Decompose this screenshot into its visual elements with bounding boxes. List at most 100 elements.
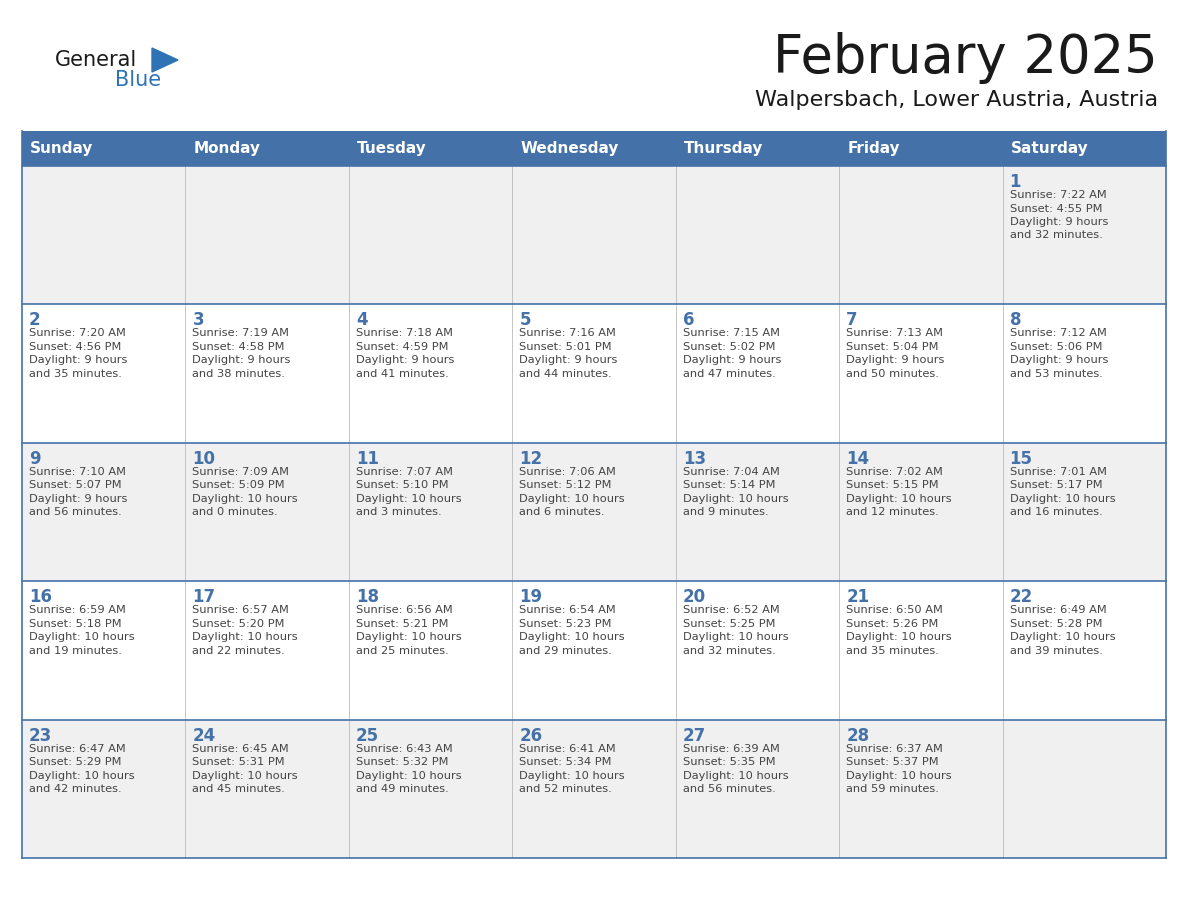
Text: Daylight: 9 hours: Daylight: 9 hours bbox=[519, 355, 618, 365]
Text: and 38 minutes.: and 38 minutes. bbox=[192, 369, 285, 379]
Text: and 39 minutes.: and 39 minutes. bbox=[1010, 645, 1102, 655]
Text: Sunset: 5:20 PM: Sunset: 5:20 PM bbox=[192, 619, 285, 629]
Bar bbox=[23, 442, 1165, 581]
Text: and 49 minutes.: and 49 minutes. bbox=[356, 784, 449, 794]
Text: Sunset: 5:26 PM: Sunset: 5:26 PM bbox=[846, 619, 939, 629]
Text: and 35 minutes.: and 35 minutes. bbox=[29, 369, 122, 379]
Text: and 25 minutes.: and 25 minutes. bbox=[356, 645, 449, 655]
Text: Sunrise: 6:39 AM: Sunrise: 6:39 AM bbox=[683, 744, 779, 754]
Text: Sunrise: 7:22 AM: Sunrise: 7:22 AM bbox=[1010, 190, 1106, 200]
Text: and 56 minutes.: and 56 minutes. bbox=[29, 508, 121, 518]
Text: Daylight: 10 hours: Daylight: 10 hours bbox=[192, 494, 298, 504]
Text: Sunrise: 6:50 AM: Sunrise: 6:50 AM bbox=[846, 605, 943, 615]
Text: Sunrise: 6:49 AM: Sunrise: 6:49 AM bbox=[1010, 605, 1106, 615]
Text: Sunrise: 7:18 AM: Sunrise: 7:18 AM bbox=[356, 329, 453, 339]
Text: Sunset: 5:14 PM: Sunset: 5:14 PM bbox=[683, 480, 776, 490]
Text: Sunrise: 6:41 AM: Sunrise: 6:41 AM bbox=[519, 744, 617, 754]
Text: 4: 4 bbox=[356, 311, 367, 330]
Text: Daylight: 10 hours: Daylight: 10 hours bbox=[1010, 494, 1116, 504]
Text: Daylight: 10 hours: Daylight: 10 hours bbox=[846, 770, 952, 780]
Text: and 44 minutes.: and 44 minutes. bbox=[519, 369, 612, 379]
Text: Sunrise: 7:20 AM: Sunrise: 7:20 AM bbox=[29, 329, 126, 339]
Text: Daylight: 10 hours: Daylight: 10 hours bbox=[519, 770, 625, 780]
Text: Daylight: 10 hours: Daylight: 10 hours bbox=[683, 770, 789, 780]
Text: 9: 9 bbox=[29, 450, 40, 468]
Text: Sunset: 4:55 PM: Sunset: 4:55 PM bbox=[1010, 204, 1102, 214]
Text: Daylight: 9 hours: Daylight: 9 hours bbox=[29, 494, 127, 504]
Text: and 47 minutes.: and 47 minutes. bbox=[683, 369, 776, 379]
Text: 21: 21 bbox=[846, 588, 870, 606]
Text: 7: 7 bbox=[846, 311, 858, 330]
Text: 17: 17 bbox=[192, 588, 215, 606]
Text: Sunrise: 6:45 AM: Sunrise: 6:45 AM bbox=[192, 744, 289, 754]
Text: Sunset: 5:31 PM: Sunset: 5:31 PM bbox=[192, 757, 285, 767]
Text: and 32 minutes.: and 32 minutes. bbox=[683, 645, 776, 655]
Text: Sunrise: 6:43 AM: Sunrise: 6:43 AM bbox=[356, 744, 453, 754]
Text: 20: 20 bbox=[683, 588, 706, 606]
Text: Sunrise: 6:57 AM: Sunrise: 6:57 AM bbox=[192, 605, 290, 615]
Text: Sunset: 5:32 PM: Sunset: 5:32 PM bbox=[356, 757, 448, 767]
Text: Sunset: 5:35 PM: Sunset: 5:35 PM bbox=[683, 757, 776, 767]
Text: 8: 8 bbox=[1010, 311, 1020, 330]
Text: and 16 minutes.: and 16 minutes. bbox=[1010, 508, 1102, 518]
Text: Sunrise: 7:13 AM: Sunrise: 7:13 AM bbox=[846, 329, 943, 339]
Text: Sunset: 4:56 PM: Sunset: 4:56 PM bbox=[29, 341, 121, 352]
Text: Sunday: Sunday bbox=[30, 141, 94, 156]
Text: 19: 19 bbox=[519, 588, 543, 606]
Text: Sunset: 5:18 PM: Sunset: 5:18 PM bbox=[29, 619, 121, 629]
Text: Daylight: 9 hours: Daylight: 9 hours bbox=[846, 355, 944, 365]
Text: Sunrise: 7:06 AM: Sunrise: 7:06 AM bbox=[519, 466, 617, 476]
Text: Sunrise: 7:10 AM: Sunrise: 7:10 AM bbox=[29, 466, 126, 476]
Polygon shape bbox=[152, 48, 178, 72]
Text: Sunrise: 6:54 AM: Sunrise: 6:54 AM bbox=[519, 605, 617, 615]
Text: 6: 6 bbox=[683, 311, 694, 330]
Text: Sunrise: 7:01 AM: Sunrise: 7:01 AM bbox=[1010, 466, 1106, 476]
Text: Sunset: 5:10 PM: Sunset: 5:10 PM bbox=[356, 480, 449, 490]
Text: Monday: Monday bbox=[194, 141, 260, 156]
Bar bbox=[23, 131, 1165, 166]
Text: Sunset: 5:04 PM: Sunset: 5:04 PM bbox=[846, 341, 939, 352]
Text: and 3 minutes.: and 3 minutes. bbox=[356, 508, 442, 518]
Text: Daylight: 10 hours: Daylight: 10 hours bbox=[356, 494, 461, 504]
Text: Blue: Blue bbox=[115, 70, 162, 90]
Text: and 52 minutes.: and 52 minutes. bbox=[519, 784, 612, 794]
Text: Sunrise: 6:47 AM: Sunrise: 6:47 AM bbox=[29, 744, 126, 754]
Text: 3: 3 bbox=[192, 311, 204, 330]
Text: Daylight: 10 hours: Daylight: 10 hours bbox=[29, 770, 134, 780]
Text: and 42 minutes.: and 42 minutes. bbox=[29, 784, 121, 794]
Text: 10: 10 bbox=[192, 450, 215, 468]
Text: Sunset: 4:58 PM: Sunset: 4:58 PM bbox=[192, 341, 285, 352]
Text: Daylight: 10 hours: Daylight: 10 hours bbox=[519, 494, 625, 504]
Text: 28: 28 bbox=[846, 727, 870, 744]
Text: Daylight: 10 hours: Daylight: 10 hours bbox=[192, 633, 298, 643]
Text: Sunrise: 6:56 AM: Sunrise: 6:56 AM bbox=[356, 605, 453, 615]
Text: Sunrise: 7:04 AM: Sunrise: 7:04 AM bbox=[683, 466, 779, 476]
Text: Daylight: 10 hours: Daylight: 10 hours bbox=[683, 494, 789, 504]
Text: 23: 23 bbox=[29, 727, 52, 744]
Bar bbox=[23, 581, 1165, 720]
Text: Sunset: 5:12 PM: Sunset: 5:12 PM bbox=[519, 480, 612, 490]
Text: Daylight: 10 hours: Daylight: 10 hours bbox=[192, 770, 298, 780]
Text: Sunset: 5:23 PM: Sunset: 5:23 PM bbox=[519, 619, 612, 629]
Text: Sunrise: 7:02 AM: Sunrise: 7:02 AM bbox=[846, 466, 943, 476]
Text: Daylight: 10 hours: Daylight: 10 hours bbox=[356, 770, 461, 780]
Text: Daylight: 10 hours: Daylight: 10 hours bbox=[356, 633, 461, 643]
Text: Daylight: 10 hours: Daylight: 10 hours bbox=[683, 633, 789, 643]
Text: Sunset: 5:37 PM: Sunset: 5:37 PM bbox=[846, 757, 939, 767]
Text: 15: 15 bbox=[1010, 450, 1032, 468]
Text: 14: 14 bbox=[846, 450, 870, 468]
Text: and 59 minutes.: and 59 minutes. bbox=[846, 784, 939, 794]
Text: Sunset: 5:06 PM: Sunset: 5:06 PM bbox=[1010, 341, 1102, 352]
Text: Walpersbach, Lower Austria, Austria: Walpersbach, Lower Austria, Austria bbox=[754, 90, 1158, 110]
Text: Daylight: 9 hours: Daylight: 9 hours bbox=[1010, 217, 1108, 227]
Text: and 56 minutes.: and 56 minutes. bbox=[683, 784, 776, 794]
Text: Sunset: 5:09 PM: Sunset: 5:09 PM bbox=[192, 480, 285, 490]
Text: Daylight: 9 hours: Daylight: 9 hours bbox=[1010, 355, 1108, 365]
Text: Sunrise: 7:15 AM: Sunrise: 7:15 AM bbox=[683, 329, 779, 339]
Text: 22: 22 bbox=[1010, 588, 1032, 606]
Text: and 35 minutes.: and 35 minutes. bbox=[846, 645, 939, 655]
Text: and 53 minutes.: and 53 minutes. bbox=[1010, 369, 1102, 379]
Text: and 29 minutes.: and 29 minutes. bbox=[519, 645, 612, 655]
Text: 27: 27 bbox=[683, 727, 706, 744]
Text: Daylight: 9 hours: Daylight: 9 hours bbox=[29, 355, 127, 365]
